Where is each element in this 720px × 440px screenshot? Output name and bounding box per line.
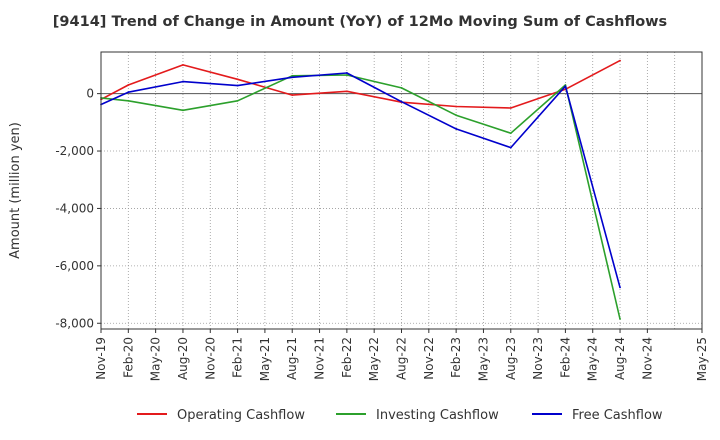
legend: Operating Cashflow Investing Cashflow Free… <box>137 408 663 423</box>
investing-cashflow-point <box>345 74 348 76</box>
x-tick-label: May-22 <box>367 337 381 381</box>
investing-cashflow-point <box>455 114 458 117</box>
x-axis-ticks: Nov-19 Feb-20 May-20 Aug-20 Nov-20 Feb-21 May-… <box>94 329 709 381</box>
free-cashflow-point <box>619 286 621 289</box>
x-tick-label: Feb-23 <box>449 337 463 378</box>
operating-cashflow-point <box>291 94 294 96</box>
free-cashflow-point <box>127 91 130 94</box>
free-cashflow-point <box>564 85 567 88</box>
x-tick-label: Aug-20 <box>176 337 190 380</box>
x-tick-label: Nov-22 <box>422 337 436 380</box>
operating-cashflow-point <box>455 105 458 108</box>
x-tick-label: May-21 <box>258 337 272 381</box>
free-cashflow-point <box>455 128 458 130</box>
y-axis-label: Amount (million yen) <box>8 122 23 259</box>
x-tick-label: May-20 <box>149 337 163 381</box>
operating-cashflow-point <box>182 64 184 66</box>
x-tick-label: Aug-21 <box>285 337 299 380</box>
x-tick-label: Feb-21 <box>231 337 245 378</box>
x-tick-label: Nov-23 <box>531 337 545 380</box>
series-lines <box>100 59 621 320</box>
chart-title: [9414] Trend of Change in Amount (YoY) o… <box>52 14 668 30</box>
investing-cashflow-point <box>127 99 130 102</box>
operating-cashflow-point <box>127 84 130 86</box>
investing-cashflow-point <box>619 318 621 320</box>
free-cashflow-point <box>182 80 184 83</box>
grid <box>101 52 702 329</box>
y-tick-label: -6,000 <box>55 259 94 273</box>
x-tick-label: Aug-24 <box>613 337 627 380</box>
x-tick-label: Nov-20 <box>203 337 217 380</box>
operating-cashflow-line <box>100 59 621 109</box>
free-cashflow-point <box>400 100 403 103</box>
x-tick-label: Nov-21 <box>313 337 327 380</box>
investing-cashflow-point <box>509 132 512 135</box>
x-tick-label: Nov-24 <box>640 337 654 380</box>
x-tick-label: Aug-23 <box>504 337 518 380</box>
investing-cashflow-point <box>236 99 239 102</box>
x-tick-label: Feb-24 <box>558 337 572 378</box>
x-tick-label: Feb-22 <box>340 337 354 378</box>
y-tick-label: -4,000 <box>55 201 94 215</box>
investing-cashflow-point <box>291 74 294 77</box>
y-tick-label: -8,000 <box>55 316 94 330</box>
x-tick-label: Feb-20 <box>121 337 135 378</box>
y-tick-label: 0 <box>86 87 94 101</box>
operating-cashflow-point <box>345 90 348 93</box>
legend-label-investing-cashflow: Investing Cashflow <box>376 408 499 423</box>
x-tick-label: Nov-19 <box>94 337 108 380</box>
y-axis-ticks: 0 -2,000 -4,000 -6,000 -8,000 <box>55 87 101 330</box>
free-cashflow-point <box>236 84 239 87</box>
free-cashflow-point <box>291 76 294 79</box>
free-cashflow-point <box>509 146 512 149</box>
operating-cashflow-point <box>509 107 512 109</box>
y-tick-label: -2,000 <box>55 144 94 158</box>
operating-cashflow-point <box>236 78 239 81</box>
x-tick-label: May-23 <box>476 337 490 381</box>
x-tick-label: Aug-22 <box>395 337 409 380</box>
investing-cashflow-point <box>400 86 403 89</box>
legend-label-free-cashflow: Free Cashflow <box>572 408 663 423</box>
x-tick-label: May-24 <box>586 337 600 381</box>
x-tick-label: May-25 <box>695 337 709 381</box>
legend-label-operating-cashflow: Operating Cashflow <box>177 408 305 423</box>
investing-cashflow-point <box>182 109 184 112</box>
operating-cashflow-point <box>619 59 621 62</box>
free-cashflow-point <box>345 72 348 74</box>
